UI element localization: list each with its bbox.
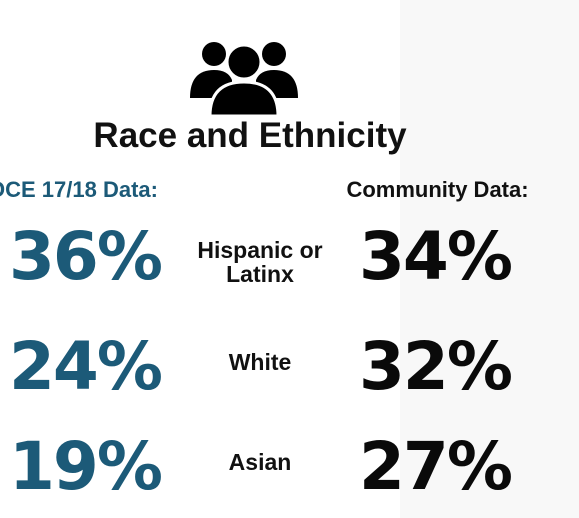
background-panel [400,0,579,518]
category-label: Asian [228,449,292,475]
people-icon [190,42,298,116]
left-percent: 36% [9,218,163,295]
right-percent: 27% [359,428,513,505]
left-heading: OCE 17/18 Data: [0,177,158,202]
right-percent: 34% [359,218,513,295]
right-percent: 32% [359,328,513,405]
left-percent: 24% [9,328,163,405]
category-label: White [228,349,292,375]
category-label: Hispanic or Latinx [197,237,323,288]
title: Race and Ethnicity [93,116,407,155]
left-percent: 19% [9,428,163,505]
right-heading: Community Data: [346,177,529,202]
